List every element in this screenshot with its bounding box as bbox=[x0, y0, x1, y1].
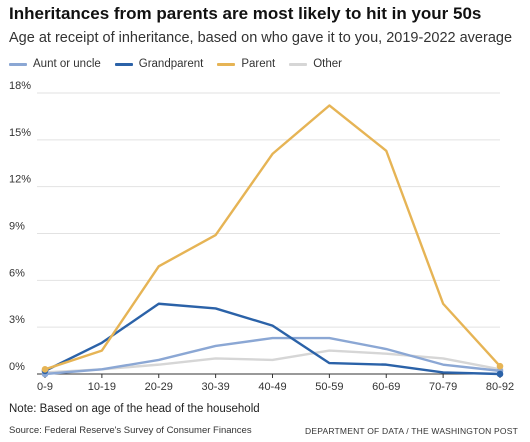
legend-item-other: Other bbox=[289, 58, 342, 70]
x-tick-label: 70-79 bbox=[429, 381, 457, 393]
legend: Aunt or uncle Grandparent Parent Other bbox=[9, 56, 356, 72]
x-tick-label: 30-39 bbox=[202, 381, 230, 393]
series-line-aunt-or-uncle bbox=[43, 336, 502, 376]
legend-item-parent: Parent bbox=[217, 58, 275, 70]
legend-swatch-grandparent bbox=[114, 62, 133, 66]
x-tick-label: 60-69 bbox=[372, 381, 400, 393]
legend-label-parent: Parent bbox=[241, 58, 276, 70]
y-tick-label: 12% bbox=[9, 174, 31, 186]
legend-swatch-parent bbox=[217, 62, 236, 66]
chart-title: Inheritances from parents are most likel… bbox=[9, 4, 482, 23]
series-line-other bbox=[43, 349, 502, 374]
legend-label-aunt-or-uncle: Aunt or uncle bbox=[33, 58, 101, 70]
y-tick-label: 9% bbox=[9, 221, 25, 233]
series-line-parent bbox=[43, 104, 502, 371]
x-tick-label: 40-49 bbox=[258, 381, 286, 393]
chart-subtitle: Age at receipt of inheritance, based on … bbox=[9, 30, 513, 46]
chart-source: Source: Federal Reserve's Survey of Cons… bbox=[9, 425, 252, 436]
y-tick-label: 6% bbox=[9, 267, 25, 279]
series-line-grandparent bbox=[43, 302, 502, 376]
series-point-parent bbox=[41, 366, 49, 373]
x-tick-label: 50-59 bbox=[315, 381, 343, 393]
legend-item-grandparent: Grandparent bbox=[114, 58, 204, 70]
series-point-parent bbox=[496, 362, 504, 370]
legend-swatch-aunt-or-uncle bbox=[9, 62, 27, 66]
x-tick-label: 20-29 bbox=[145, 381, 173, 393]
legend-label-other: Other bbox=[313, 58, 342, 70]
legend-label-grandparent: Grandparent bbox=[138, 58, 204, 70]
x-tick-label: 80-92 bbox=[486, 381, 514, 393]
x-tick-label: 10-19 bbox=[88, 381, 116, 393]
y-tick-label: 3% bbox=[9, 314, 25, 326]
chart-credit: DEPARTMENT OF DATA / THE WASHINGTON POST bbox=[305, 426, 518, 436]
series-point-grandparent bbox=[496, 370, 504, 378]
y-tick-label: 15% bbox=[9, 127, 31, 139]
y-tick-label: 18% bbox=[9, 80, 31, 92]
y-tick-label: 0% bbox=[9, 361, 25, 373]
legend-item-aunt-or-uncle: Aunt or uncle bbox=[9, 58, 101, 70]
x-tick-label: 0-9 bbox=[37, 381, 53, 393]
chart-note: Note: Based on age of the head of the ho… bbox=[9, 403, 260, 415]
legend-swatch-other bbox=[289, 62, 308, 66]
